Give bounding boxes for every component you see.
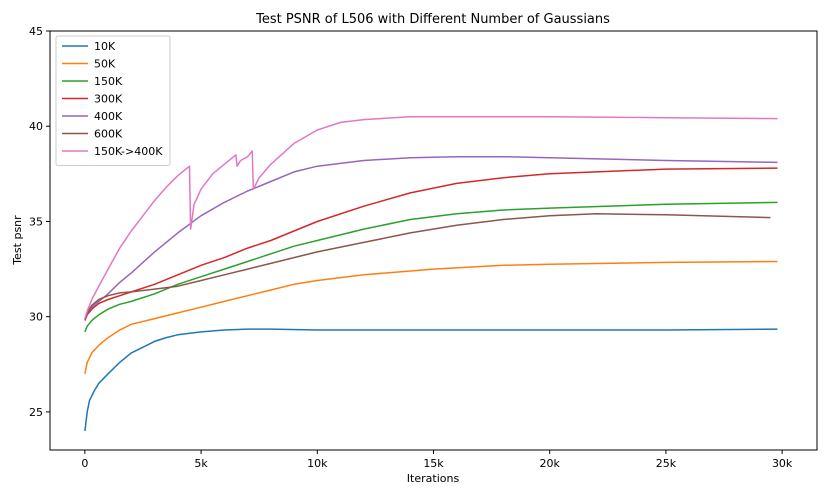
x-tick-label: 15k xyxy=(423,457,444,470)
x-tick-label: 10k xyxy=(307,457,328,470)
legend-label-4: 400K xyxy=(94,110,123,123)
series-line-1 xyxy=(84,260,778,374)
legend-label-3: 300K xyxy=(94,93,123,106)
legend: 10K 50K 150K 300K 400K 600K 150K->400K xyxy=(55,35,171,166)
legend-label-6: 150K->400K xyxy=(94,145,163,158)
y-axis: 25 30 35 40 45 xyxy=(29,25,50,419)
series-line-6 xyxy=(84,115,778,319)
y-tick-label: 30 xyxy=(29,311,43,324)
x-tick-label: 5k xyxy=(194,457,208,470)
x-tick-label: 20k xyxy=(540,457,561,470)
x-tick-label: 30k xyxy=(772,457,793,470)
y-tick-label: 45 xyxy=(29,25,43,38)
y-axis-title: Test psnr xyxy=(11,215,24,266)
x-tick-label: 25k xyxy=(656,457,677,470)
series-line-0 xyxy=(84,328,778,432)
legend-label-2: 150K xyxy=(94,75,123,88)
x-axis: 0 5k 10k 15k 20k 25k 30k xyxy=(81,450,793,470)
plot-lines xyxy=(84,115,778,432)
y-tick-label: 25 xyxy=(29,406,43,419)
legend-label-5: 600K xyxy=(94,128,123,141)
series-line-2 xyxy=(84,201,778,333)
x-axis-title: Iterations xyxy=(407,472,460,485)
legend-label-1: 50K xyxy=(94,58,116,71)
series-line-3 xyxy=(84,167,778,321)
chart-title: Test PSNR of L506 with Different Number … xyxy=(255,12,610,27)
series-line-5 xyxy=(84,213,771,321)
series-line-4 xyxy=(84,155,778,319)
y-tick-label: 35 xyxy=(29,215,43,228)
legend-label-0: 10K xyxy=(94,40,116,53)
y-tick-label: 40 xyxy=(29,120,43,133)
x-tick-label: 0 xyxy=(81,457,88,470)
